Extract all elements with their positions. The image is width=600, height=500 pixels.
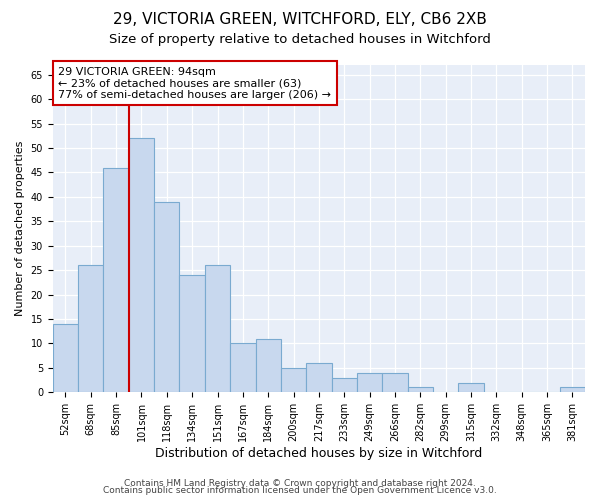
X-axis label: Distribution of detached houses by size in Witchford: Distribution of detached houses by size … (155, 447, 482, 460)
Bar (205, 266, 230, 392)
Bar (78, 266, 103, 392)
Bar (129, 138, 154, 392)
Bar (458, 382, 484, 392)
Text: Contains public sector information licensed under the Open Government Licence v3: Contains public sector information licen… (103, 486, 497, 495)
Bar (103, 168, 129, 392)
Bar (230, 344, 256, 392)
Bar (53, 324, 78, 392)
Bar (382, 373, 407, 392)
Bar (179, 275, 205, 392)
Bar (560, 388, 585, 392)
Bar (154, 202, 179, 392)
Text: Size of property relative to detached houses in Witchford: Size of property relative to detached ho… (109, 32, 491, 46)
Text: Contains HM Land Registry data © Crown copyright and database right 2024.: Contains HM Land Registry data © Crown c… (124, 478, 476, 488)
Bar (256, 338, 281, 392)
Bar (357, 373, 382, 392)
Text: 29, VICTORIA GREEN, WITCHFORD, ELY, CB6 2XB: 29, VICTORIA GREEN, WITCHFORD, ELY, CB6 … (113, 12, 487, 28)
Bar (306, 363, 332, 392)
Bar (332, 378, 357, 392)
Text: 29 VICTORIA GREEN: 94sqm
← 23% of detached houses are smaller (63)
77% of semi-d: 29 VICTORIA GREEN: 94sqm ← 23% of detach… (58, 66, 331, 100)
Bar (281, 368, 306, 392)
Y-axis label: Number of detached properties: Number of detached properties (15, 141, 25, 316)
Bar (407, 388, 433, 392)
